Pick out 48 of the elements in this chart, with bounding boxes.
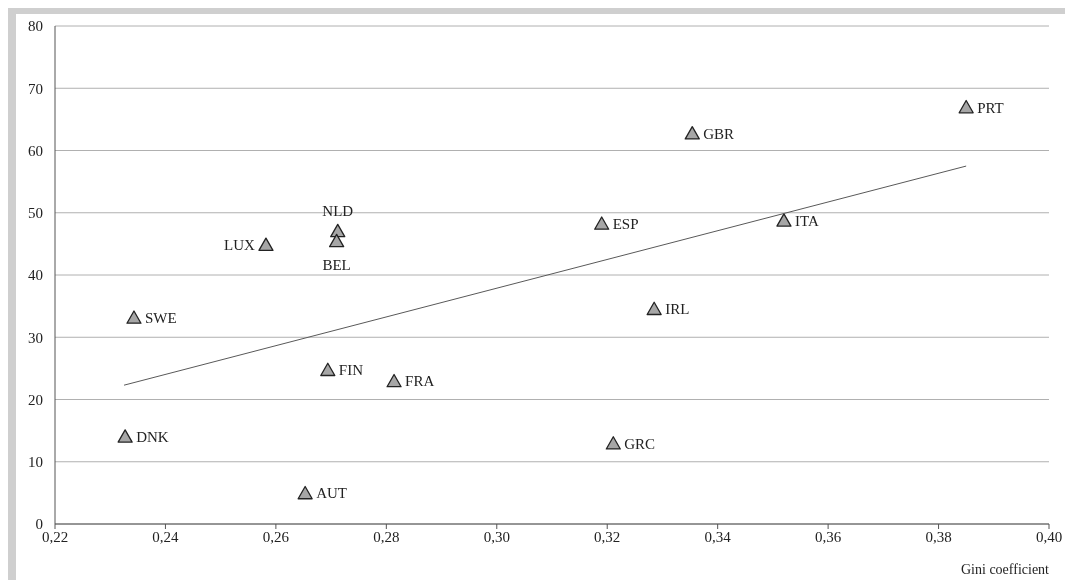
y-tick-label: 30 [28, 329, 43, 346]
x-tick-label: 0,36 [814, 528, 842, 545]
x-tick-label: 0,28 [373, 528, 400, 545]
x-tick-label: 0,26 [262, 528, 290, 545]
series-label: ITA [794, 212, 819, 229]
series-label: PRT [977, 99, 1004, 116]
y-tick-label: 50 [28, 205, 43, 222]
series-label: SWE [144, 309, 177, 326]
point [646, 301, 662, 316]
series-label: AUT [316, 485, 347, 502]
point [126, 310, 142, 324]
point [330, 223, 346, 238]
point [605, 436, 621, 450]
y-tick-label: 70 [28, 80, 43, 97]
series-label: FRA [405, 373, 435, 390]
point [117, 429, 133, 443]
point [958, 99, 974, 114]
y-tick-label: 0 [35, 516, 43, 533]
point [328, 233, 345, 248]
x-axis-title: Gini coefficient [961, 562, 1050, 577]
x-tick-label: 0,34 [704, 528, 732, 545]
point [684, 126, 700, 140]
y-tick-label: 20 [28, 391, 43, 408]
point [594, 216, 610, 230]
series-label: LUX [224, 237, 256, 254]
y-tick-label: 40 [28, 267, 43, 284]
series-label: FIN [338, 362, 364, 379]
x-tick-label: 0,22 [41, 528, 69, 545]
series-label: ESP [612, 215, 639, 232]
x-tick-label: 0,38 [925, 528, 952, 545]
series-label: DNK [136, 428, 169, 445]
x-tick-label: 0,24 [152, 528, 180, 545]
y-tick-label: 60 [28, 142, 43, 159]
point [320, 362, 336, 377]
x-tick-label: 0,32 [594, 528, 621, 545]
series-label: BEL [322, 257, 351, 274]
y-tick-label: 10 [28, 454, 43, 471]
x-tick-label: 0,30 [483, 528, 510, 545]
series-label: GBR [703, 125, 735, 142]
series-label: GRC [624, 435, 656, 452]
point [776, 213, 792, 227]
x-tick-label: 0,40 [1035, 528, 1063, 545]
series-label: NLD [322, 203, 354, 220]
y-tick-label: 80 [28, 18, 43, 35]
point [297, 485, 313, 500]
point [258, 237, 274, 252]
point [386, 373, 402, 388]
series-label: IRL [665, 301, 690, 318]
